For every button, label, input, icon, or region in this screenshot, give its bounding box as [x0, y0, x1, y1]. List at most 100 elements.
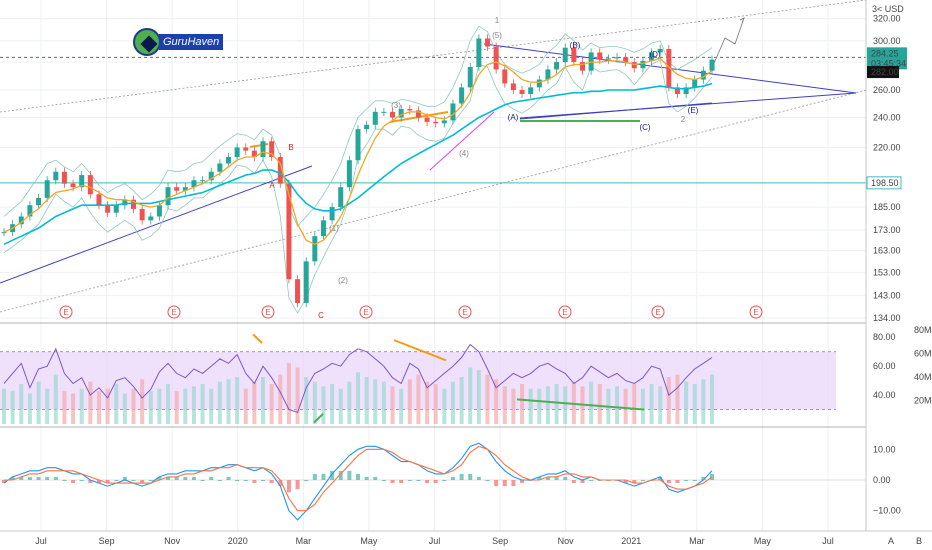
volume-bar — [131, 388, 136, 424]
macd-histogram-bar — [416, 480, 421, 481]
macd-histogram-bar — [235, 480, 240, 481]
bollinger-lower — [3, 58, 713, 314]
macd-histogram-bar — [554, 476, 559, 480]
volume-bar — [114, 384, 119, 424]
macd-histogram-bar — [140, 480, 145, 484]
macd-histogram-bar — [640, 480, 645, 481]
macd-histogram-bar — [243, 480, 248, 481]
earnings-marker-icon — [749, 305, 763, 319]
candle-body — [295, 279, 301, 303]
volume-bar — [166, 384, 171, 424]
volume-bar — [304, 377, 309, 424]
volume-bar — [62, 391, 67, 424]
candle-body — [61, 171, 67, 184]
macd-histogram-bar — [502, 480, 507, 487]
wave-label: C — [318, 311, 324, 320]
volume-bar — [502, 386, 507, 424]
x-tick-label: Sep — [492, 536, 508, 546]
volume-tick-label: 40M — [914, 372, 932, 382]
candle-body — [243, 147, 249, 151]
volume-bar — [399, 388, 404, 424]
marked-price-value: 282.00 — [871, 67, 899, 77]
macd-histogram-bar — [217, 480, 222, 481]
candle-body — [372, 111, 378, 125]
candle-body — [485, 38, 491, 47]
macd-histogram-bar — [191, 476, 196, 480]
candle-body — [519, 90, 525, 94]
candle-body — [208, 171, 214, 181]
volume-bar — [96, 391, 101, 424]
volume-bar — [701, 379, 706, 424]
macd-histogram-bar — [62, 480, 67, 481]
candle-body — [53, 171, 59, 181]
volume-bar — [407, 379, 412, 424]
macd-histogram-bar — [166, 476, 171, 480]
macd-histogram-bar — [36, 476, 41, 480]
volume-tick-label: 80M — [914, 325, 932, 335]
candle-body — [269, 141, 275, 157]
price-candles — [1, 34, 715, 308]
volume-bar — [286, 362, 291, 424]
macd-histogram-bar — [79, 480, 84, 481]
volume-tick-label: 60M — [914, 349, 932, 359]
volume-bar — [53, 374, 58, 424]
log-scale-button[interactable]: B — [916, 536, 922, 546]
x-tick-label: Mar — [296, 536, 312, 546]
volume-bar — [684, 381, 689, 424]
grid-lines — [0, 0, 866, 531]
countdown-value: 03:45:34 — [871, 58, 906, 68]
volume-bar — [416, 374, 421, 424]
volume-bar — [494, 379, 499, 424]
auto-scale-button[interactable]: A — [888, 536, 894, 546]
price-tick-label: 134.00 — [873, 313, 901, 323]
macd-histogram-bar — [338, 470, 343, 480]
volume-bar — [79, 388, 84, 424]
volume-bar — [217, 381, 222, 424]
volume-bar — [589, 381, 594, 424]
candle-body — [623, 57, 629, 63]
macd-histogram-bar — [494, 480, 499, 487]
volume-bar — [640, 388, 645, 424]
x-tick-label: Nov — [164, 536, 181, 546]
rsi-line — [3, 333, 713, 424]
volume-bars — [2, 362, 714, 424]
candle-body — [44, 180, 50, 198]
macd-histogram-bar — [356, 473, 360, 480]
volume-bar — [330, 384, 335, 424]
macd-histogram-bar — [476, 476, 481, 480]
volume-bar — [19, 384, 24, 424]
trend-lines[interactable] — [0, 0, 867, 313]
volume-tick-label: 20M — [914, 396, 932, 406]
volume-bar — [243, 388, 248, 424]
volume-bar — [105, 388, 110, 424]
volume-bar — [71, 393, 76, 424]
macd-histogram-bar — [157, 476, 162, 480]
volume-bar — [373, 379, 378, 424]
candle-body — [174, 187, 180, 191]
macd-histogram-bar — [485, 480, 490, 481]
volume-bar — [27, 393, 32, 424]
macd-histogram-bar — [666, 480, 671, 484]
price-tick-label: 260.00 — [873, 85, 901, 95]
earnings-marker-label: E — [462, 308, 467, 317]
volume-bar — [459, 377, 464, 424]
axes: Jul Sep Nov 2020 Mar May Jul Sep Nov 2021 Mar May Ju… — [35, 4, 931, 546]
moving-average-slow — [3, 82, 713, 246]
candle-body — [467, 66, 473, 88]
candle-body — [27, 205, 33, 217]
candle-body — [36, 197, 42, 206]
candle-body — [131, 199, 137, 209]
candle-body — [476, 38, 482, 67]
macd-line — [3, 442, 713, 521]
macd-histogram-bar — [442, 480, 447, 481]
macd-histogram-bar — [511, 480, 516, 487]
candle-body — [182, 187, 188, 191]
candle-body — [528, 87, 534, 94]
candle-body — [562, 47, 568, 63]
volume-bar — [425, 381, 430, 424]
macd-histogram-bar — [589, 480, 594, 481]
candle-body — [502, 69, 508, 84]
earnings-marker-icon — [651, 305, 665, 319]
